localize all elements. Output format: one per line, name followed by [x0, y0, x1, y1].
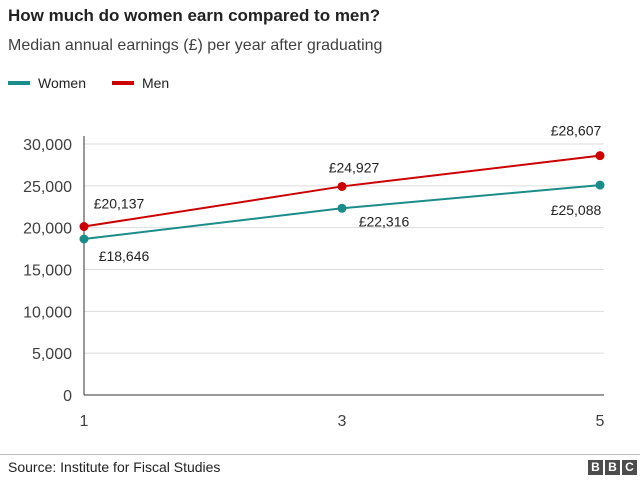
bbc-logo-letter: B — [588, 460, 603, 475]
data-point-men — [79, 222, 89, 232]
data-label-women: £18,646 — [99, 248, 150, 264]
bbc-logo-letter: B — [605, 460, 620, 475]
data-label-men: £24,927 — [329, 159, 380, 175]
y-tick-label: 10,000 — [23, 304, 72, 321]
data-point-women — [79, 234, 89, 244]
data-point-men — [595, 151, 605, 161]
y-tick-label: 0 — [63, 388, 72, 405]
legend-label-men: Men — [141, 75, 170, 91]
x-tick-label: 3 — [338, 413, 347, 430]
legend-item-men: Men — [111, 75, 170, 91]
chart-title: How much do women earn compared to men? — [8, 6, 381, 25]
legend: Women Men — [8, 73, 195, 93]
chart-subtitle: Median annual earnings (£) per year afte… — [8, 37, 383, 54]
x-tick-label: 1 — [80, 413, 89, 430]
data-point-men — [337, 181, 347, 191]
source-note: Source: Institute for Fiscal Studies — [8, 459, 221, 475]
bbc-logo-letter: C — [622, 460, 637, 475]
data-point-women — [595, 180, 605, 190]
legend-label-women: Women — [38, 75, 86, 91]
x-tick-label: 5 — [596, 413, 605, 430]
y-tick-label: 25,000 — [23, 179, 72, 196]
data-label-women: £22,316 — [359, 213, 410, 229]
bbc-logo: B B C — [586, 460, 637, 475]
data-label-men: £20,137 — [94, 196, 145, 212]
y-tick-label: 5,000 — [32, 346, 72, 363]
y-tick-label: 15,000 — [23, 263, 72, 280]
legend-item-women: Women — [8, 75, 86, 91]
legend-swatch-men — [111, 81, 134, 85]
footer-divider — [0, 454, 640, 455]
legend-swatch-women — [8, 81, 30, 85]
data-point-women — [337, 203, 347, 213]
data-label-men: £28,607 — [551, 123, 602, 139]
y-tick-label: 30,000 — [23, 137, 72, 154]
y-tick-label: 20,000 — [23, 221, 72, 238]
data-label-women: £25,088 — [551, 202, 602, 218]
